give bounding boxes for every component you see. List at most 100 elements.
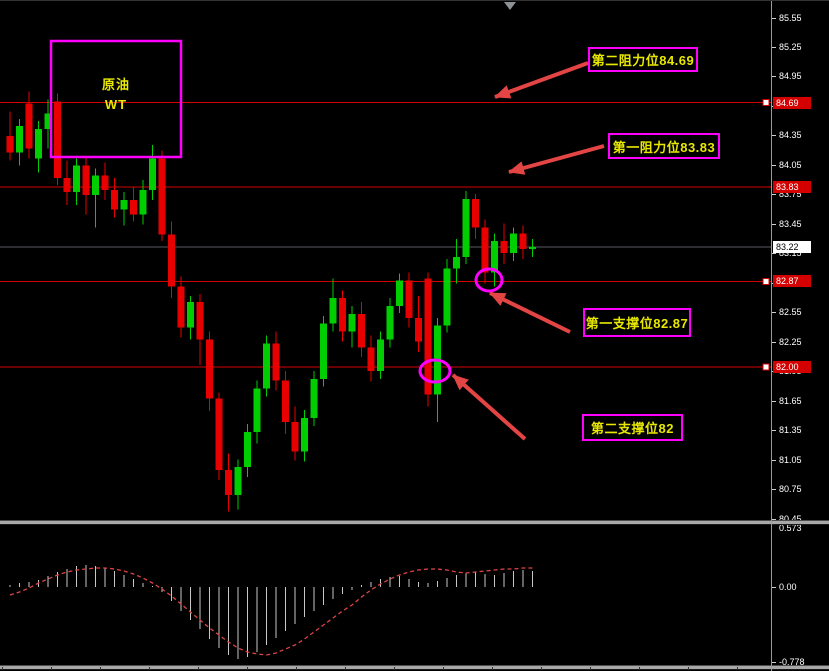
symbol-rectangle[interactable] bbox=[49, 39, 183, 159]
time-tick-mark bbox=[345, 667, 346, 670]
time-tick-mark bbox=[688, 667, 689, 670]
macd-signal-line bbox=[9, 567, 533, 656]
highlight-ellipse[interactable] bbox=[474, 267, 504, 293]
price-tick-label: 80.75 bbox=[779, 484, 802, 495]
price-tick-label: 81.65 bbox=[779, 395, 802, 406]
pointer-arrow[interactable] bbox=[508, 144, 605, 175]
candle-body-bear bbox=[168, 234, 175, 287]
candle-body-bull bbox=[120, 199, 128, 210]
candle-body-bull bbox=[510, 233, 517, 253]
candle-body-bull bbox=[329, 298, 337, 324]
candle-body-bull bbox=[244, 431, 251, 468]
candle-body-bear bbox=[196, 302, 204, 340]
time-axis[interactable] bbox=[0, 665, 829, 670]
price-tick-mark bbox=[771, 341, 776, 343]
highlight-ellipse[interactable] bbox=[418, 358, 452, 384]
support-resistance-label[interactable]: 第一阻力位83.83 bbox=[608, 133, 720, 159]
price-tick-mark bbox=[771, 76, 776, 78]
price-tick-mark bbox=[771, 253, 776, 255]
price-tick-mark bbox=[771, 135, 776, 137]
level-price-badge: 82.00 bbox=[773, 360, 811, 373]
candle-body-bull bbox=[453, 256, 460, 269]
price-tick-mark bbox=[771, 459, 776, 461]
candle-body-bull bbox=[529, 247, 536, 250]
time-tick-mark bbox=[198, 667, 199, 670]
level-price-badge: 84.69 bbox=[773, 96, 811, 109]
candle-body-bear bbox=[54, 101, 61, 179]
candle-body-bear bbox=[291, 422, 299, 452]
candle-body-bull bbox=[320, 323, 327, 379]
price-tick-label: 83.45 bbox=[779, 218, 802, 229]
pointer-arrow[interactable] bbox=[451, 373, 527, 441]
level-drag-handle[interactable] bbox=[762, 277, 770, 285]
time-tick-mark bbox=[394, 667, 395, 670]
pointer-arrow[interactable] bbox=[489, 291, 571, 334]
price-tick-mark bbox=[771, 400, 776, 402]
price-tick-mark bbox=[771, 17, 776, 19]
time-tick-mark bbox=[492, 667, 493, 670]
time-tick-mark bbox=[247, 667, 248, 670]
current-price-badge: 83.22 bbox=[773, 241, 811, 254]
candle-body-bear bbox=[25, 103, 33, 149]
candle-body-bear bbox=[215, 398, 223, 471]
candle-body-bull bbox=[149, 158, 156, 191]
macd-tick-label: -0.778 bbox=[779, 656, 805, 667]
candle-body-bear bbox=[339, 298, 346, 332]
time-tick-mark bbox=[541, 667, 542, 670]
price-tick-mark bbox=[771, 430, 776, 432]
candle-body-bear bbox=[82, 165, 90, 195]
candle-body-bull bbox=[234, 467, 242, 495]
price-tick-label: 82.25 bbox=[779, 336, 802, 347]
candle-body-bull bbox=[139, 190, 147, 215]
price-tick-label: 85.25 bbox=[779, 41, 802, 52]
candle-body-bear bbox=[519, 233, 527, 250]
candle-body-bear bbox=[282, 380, 289, 423]
candle-body-bull bbox=[491, 241, 498, 273]
candle-body-bull bbox=[187, 302, 194, 328]
candle-body-bear bbox=[101, 175, 109, 191]
candle-body-bear bbox=[367, 347, 375, 371]
time-tick-mark bbox=[51, 667, 52, 670]
time-tick-mark bbox=[737, 667, 738, 670]
candle-body-bull bbox=[253, 388, 261, 432]
candle-body-bear bbox=[481, 227, 489, 273]
macd-tick-label: 0.573 bbox=[779, 522, 802, 533]
time-tick-mark bbox=[443, 667, 444, 670]
pointer-arrow[interactable] bbox=[494, 61, 589, 99]
candle-body-bull bbox=[16, 126, 23, 153]
candle-body-bull bbox=[377, 339, 384, 371]
time-tick-mark bbox=[2, 667, 3, 670]
macd-histogram bbox=[9, 565, 534, 659]
price-tick-label: 84.35 bbox=[779, 130, 802, 141]
candle-body-bull bbox=[73, 165, 80, 192]
level-price-badge: 82.87 bbox=[773, 275, 811, 288]
candle-body-bear bbox=[415, 317, 422, 342]
time-tick-mark bbox=[100, 667, 101, 670]
level-drag-handle[interactable] bbox=[762, 99, 770, 107]
window-splitter[interactable] bbox=[0, 520, 829, 525]
time-tick-mark bbox=[296, 667, 297, 670]
price-tick-mark bbox=[771, 46, 776, 48]
level-drag-handle[interactable] bbox=[762, 363, 770, 371]
symbol-name-label[interactable]: 原油 WT bbox=[51, 75, 181, 115]
time-tick-mark bbox=[590, 667, 591, 670]
support-resistance-label[interactable]: 第一支撑位82.87 bbox=[583, 308, 691, 337]
support-resistance-label[interactable]: 第二阻力位84.69 bbox=[588, 47, 698, 72]
support-resistance-label[interactable]: 第二支撑位82 bbox=[582, 414, 683, 441]
price-tick-label: 83.15 bbox=[779, 248, 802, 259]
price-tick-label: 83.75 bbox=[779, 189, 802, 200]
candle-body-bear bbox=[405, 280, 413, 318]
candle-body-bear bbox=[206, 339, 213, 399]
candle-body-bear bbox=[225, 470, 232, 495]
level-price-badge: 83.83 bbox=[773, 181, 811, 194]
candle-body-bear bbox=[130, 199, 137, 215]
candle-body-bear bbox=[63, 178, 71, 192]
candle-body-bull bbox=[44, 113, 52, 130]
price-tick-mark bbox=[771, 223, 776, 225]
symbol-name-line2: WT bbox=[104, 97, 128, 112]
candle-body-bear bbox=[158, 158, 166, 235]
price-tick-label: 81.05 bbox=[779, 454, 802, 465]
candle-body-bull bbox=[310, 378, 318, 419]
